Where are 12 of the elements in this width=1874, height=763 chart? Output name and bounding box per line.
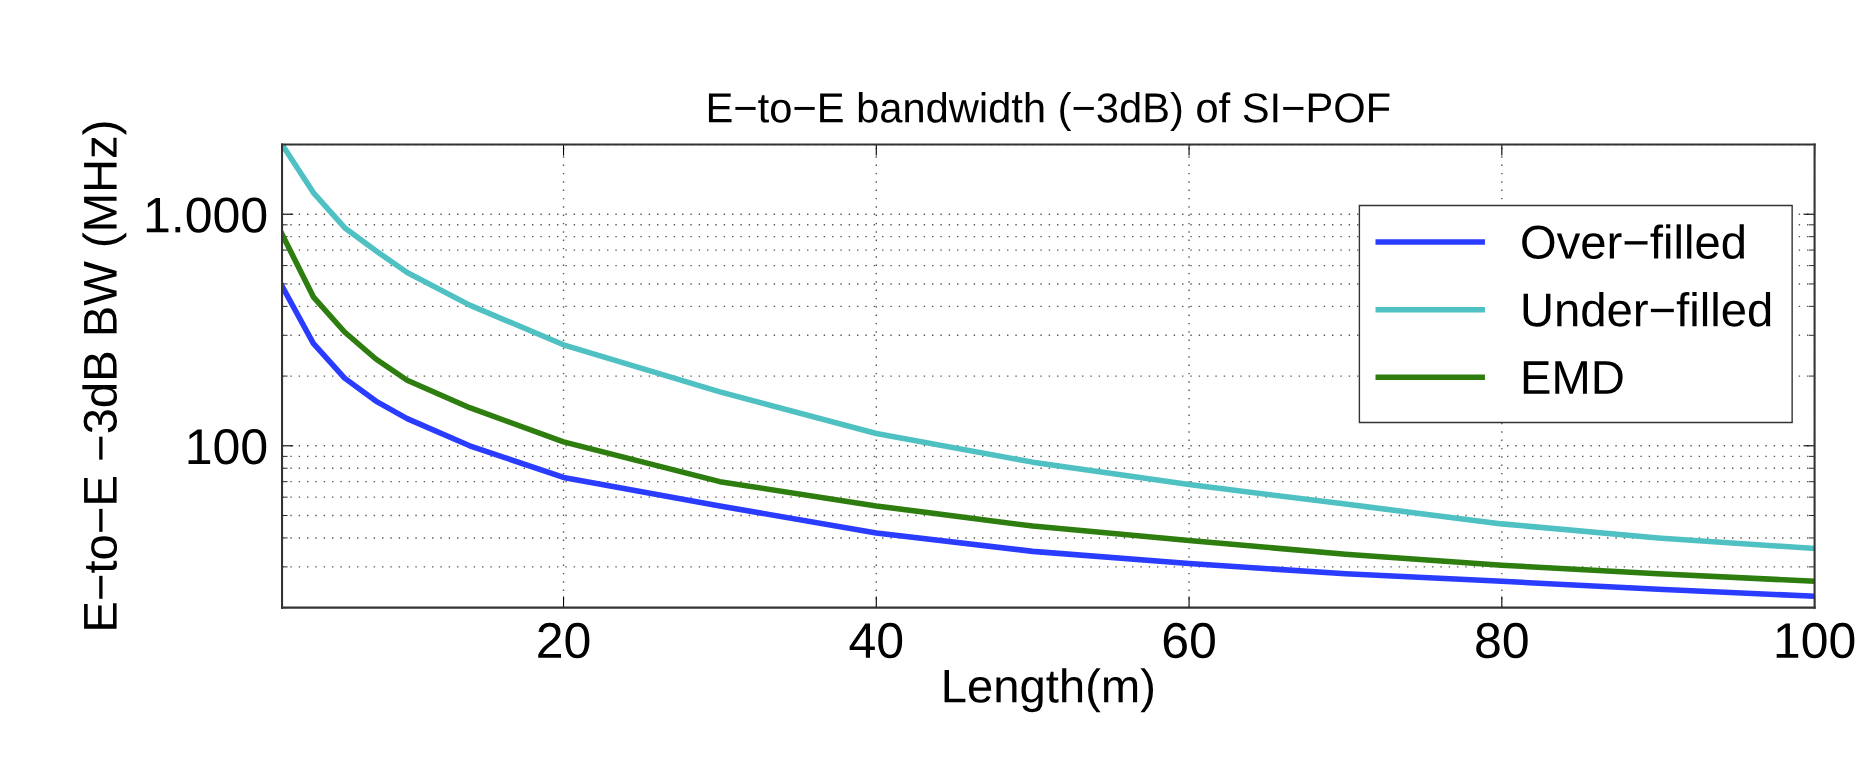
y-axis-title: E−to−E −3dB BW (MHz) <box>82 122 127 629</box>
legend-label: Over−filled <box>1522 224 1744 260</box>
y-tick-label: 1.000 <box>146 197 267 233</box>
x-tick-label: 100 <box>1776 622 1855 659</box>
x-tick-label: 80 <box>1476 622 1528 659</box>
x-tick-label: 20 <box>538 622 590 659</box>
x-tick-label: 40 <box>849 622 903 659</box>
x-tick-label: 60 <box>1163 622 1215 659</box>
chart-title: E−to−E bandwidth (−3dB) of SI−POF <box>708 92 1390 131</box>
legend-label: Under−filled <box>1523 291 1771 327</box>
legend-label: EMD <box>1523 361 1623 394</box>
x-axis-title: Length(m) <box>944 668 1154 713</box>
